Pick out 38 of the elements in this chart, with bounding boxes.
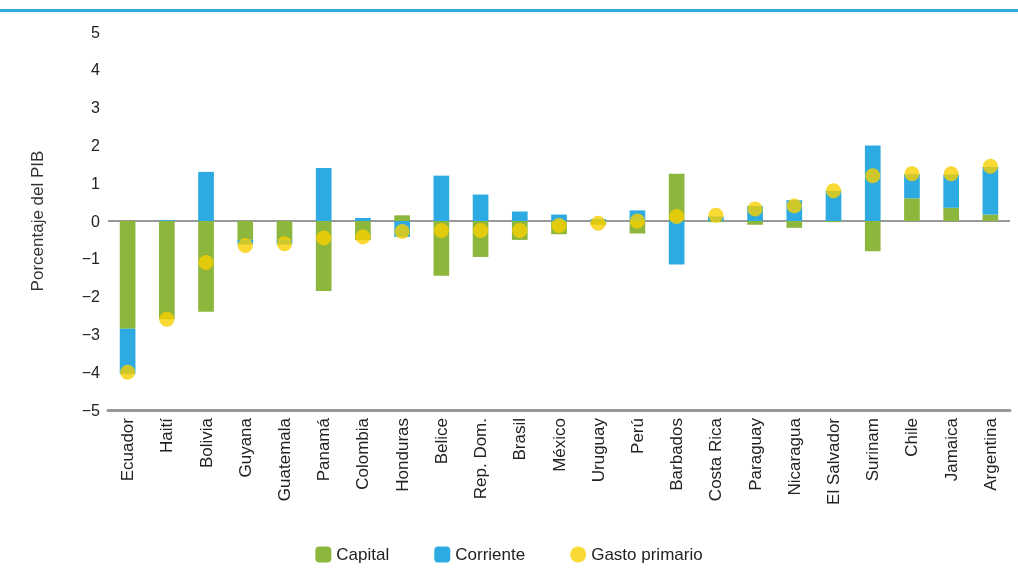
x-tick-label: Ecuador [118, 417, 138, 482]
x-tick-label: México [549, 418, 569, 472]
y-tick-label: 5 [91, 23, 101, 41]
legend-label: Corriente [455, 545, 526, 564]
y-tick-label: −1 [81, 250, 101, 268]
x-tick-label: Colombia [353, 417, 373, 490]
x-tick-label: Perú [627, 418, 647, 454]
y-tick-label: 1 [91, 174, 101, 192]
x-tick-label: Costa Rica [706, 417, 726, 502]
y-tick-label: −4 [81, 363, 101, 381]
y-tick-label: −3 [81, 325, 101, 343]
y-tick-label: 3 [91, 99, 101, 117]
x-tick-label: El Salvador [824, 417, 844, 505]
y-tick-label: −5 [81, 401, 101, 419]
y-tick-label: −2 [81, 288, 101, 306]
x-tick-label: Brasil [510, 418, 530, 461]
x-tick-label: Nicaragua [784, 417, 804, 496]
x-tick-label: Panamá [314, 417, 334, 482]
x-tick-label: Guatemala [274, 417, 294, 502]
x-tick-label: Argentina [980, 417, 1000, 491]
x-tick-label: Uruguay [588, 417, 608, 483]
y-tick-label: 2 [91, 136, 101, 154]
legend-label: Capital [336, 545, 390, 564]
x-tick-label: Belice [431, 418, 451, 465]
x-tick-label: Guyana [235, 417, 255, 478]
x-tick-label: Haití [157, 417, 177, 453]
x-tick-label: Honduras [392, 418, 412, 492]
x-tick-label: Jamaica [941, 417, 961, 482]
y-tick-label: 0 [91, 212, 101, 230]
legend-label: Gasto primario [591, 545, 703, 564]
x-tick-label: Barbados [667, 418, 687, 491]
x-tick-label: Bolivia [196, 417, 216, 469]
x-tick-label: Surinam [863, 418, 883, 482]
y-tick-label: 4 [91, 61, 101, 79]
x-tick-label: Rep. Dom. [471, 418, 491, 500]
y-axis-title: Porcentaje del PIB [28, 150, 47, 292]
x-tick-label: Paraguay [745, 417, 765, 491]
x-tick-label: Chile [902, 418, 922, 457]
